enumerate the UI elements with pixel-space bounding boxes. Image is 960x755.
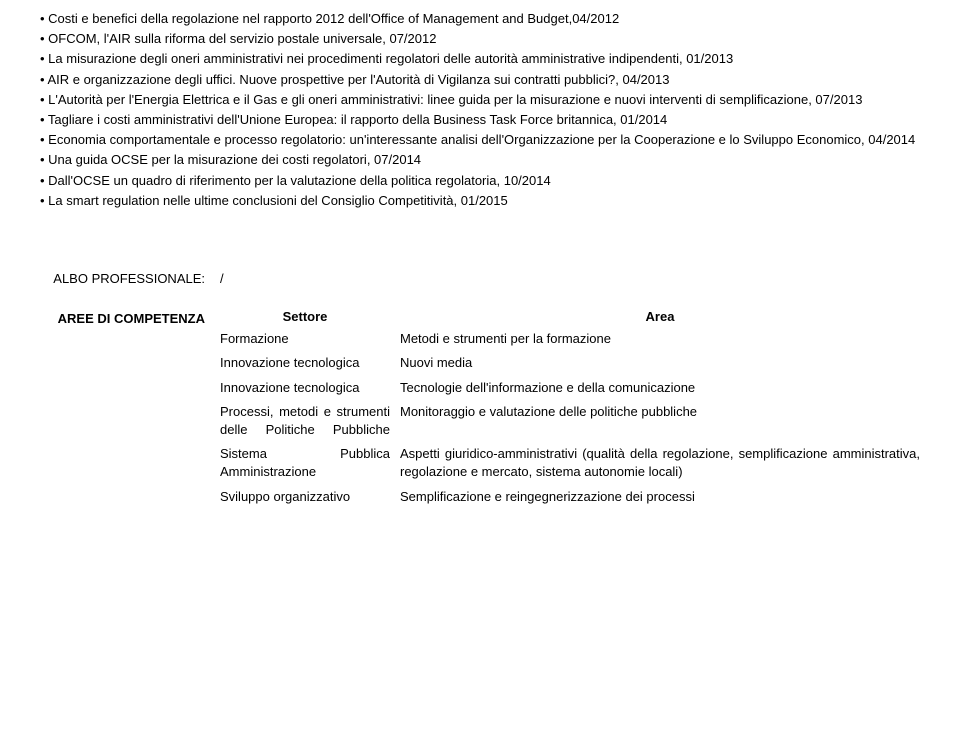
aree-label: AREE DI COMPETENZA [30, 308, 220, 512]
bullet-text: • Economia comportamentale e processo re… [40, 132, 915, 147]
bullet-text: • OFCOM, l'AIR sulla riforma del servizi… [40, 31, 436, 46]
table-row: Sistema Pubblica Amministrazione Aspetti… [220, 445, 930, 481]
bullet-item: • L'Autorità per l'Energia Elettrica e i… [40, 91, 930, 109]
table-row: Formazione Metodi e strumenti per la for… [220, 330, 930, 348]
cell-settore: Innovazione tecnologica [220, 379, 400, 397]
bullet-item: • Una guida OCSE per la misurazione dei … [40, 151, 930, 169]
bullet-item: • Economia comportamentale e processo re… [40, 131, 930, 149]
cell-settore: Sviluppo organizzativo [220, 488, 400, 506]
cell-area: Nuovi media [400, 354, 930, 372]
bullet-item: • La smart regulation nelle ultime concl… [40, 192, 930, 210]
bullet-text: • La smart regulation nelle ultime concl… [40, 193, 508, 208]
cell-area: Monitoraggio e valutazione delle politic… [400, 403, 930, 421]
bullet-list: • Costi e benefici della regolazione nel… [40, 10, 930, 210]
table-row: Sviluppo organizzativo Semplificazione e… [220, 488, 930, 506]
bullet-item: • Costi e benefici della regolazione nel… [40, 10, 930, 28]
bullet-item: • Dall'OCSE un quadro di riferimento per… [40, 172, 930, 190]
table-row: Innovazione tecnologica Nuovi media [220, 354, 930, 372]
cell-settore: Formazione [220, 330, 400, 348]
bullet-item: • AIR e organizzazione degli uffici. Nuo… [40, 71, 930, 89]
bullet-text: • Dall'OCSE un quadro di riferimento per… [40, 173, 551, 188]
bullet-item: • OFCOM, l'AIR sulla riforma del servizi… [40, 30, 930, 48]
aree-table: Settore Area Formazione Metodi e strumen… [220, 308, 930, 512]
bullet-text: • Costi e benefici della regolazione nel… [40, 11, 619, 26]
document-page: • Costi e benefici della regolazione nel… [0, 0, 960, 532]
cell-settore: Innovazione tecnologica [220, 354, 400, 372]
albo-row: ALBO PROFESSIONALE: / [30, 270, 930, 288]
cell-settore: Processi, metodi e strumenti delle Polit… [220, 403, 400, 439]
cell-area: Aspetti giuridico-amministrativi (qualit… [400, 445, 930, 481]
bullet-text: • La misurazione degli oneri amministrat… [40, 51, 733, 66]
albo-label: ALBO PROFESSIONALE: [30, 270, 220, 288]
bullet-text: • L'Autorità per l'Energia Elettrica e i… [40, 92, 862, 107]
bullet-item: • La misurazione degli oneri amministrat… [40, 50, 930, 68]
cell-area: Tecnologie dell'informazione e della com… [400, 379, 930, 397]
header-settore: Settore [220, 308, 390, 326]
aree-section: AREE DI COMPETENZA Settore Area Formazio… [30, 308, 930, 512]
albo-value: / [220, 270, 930, 288]
cell-area: Semplificazione e reingegnerizzazione de… [400, 488, 930, 506]
bullet-item: • Tagliare i costi amministrativi dell'U… [40, 111, 930, 129]
bullet-text: • Una guida OCSE per la misurazione dei … [40, 152, 421, 167]
table-row: Processi, metodi e strumenti delle Polit… [220, 403, 930, 439]
bullet-text: • Tagliare i costi amministrativi dell'U… [40, 112, 667, 127]
table-row: Innovazione tecnologica Tecnologie dell'… [220, 379, 930, 397]
cell-settore: Sistema Pubblica Amministrazione [220, 445, 400, 481]
bullet-text: • AIR e organizzazione degli uffici. Nuo… [40, 72, 669, 87]
cell-area: Metodi e strumenti per la formazione [400, 330, 930, 348]
table-header: Settore Area [220, 308, 930, 326]
header-area: Area [390, 308, 930, 326]
